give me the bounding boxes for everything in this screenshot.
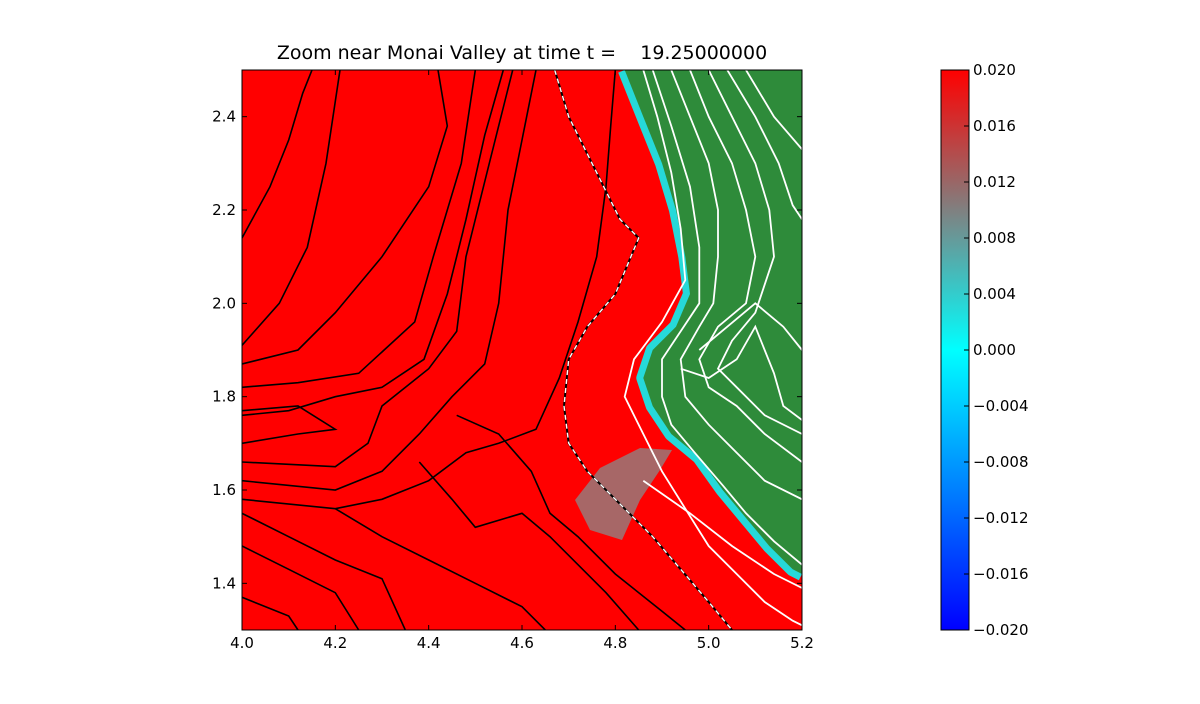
x-tick-label: 4.2 — [323, 634, 347, 652]
y-tick-label: 2.2 — [212, 201, 236, 219]
land-region — [624, 70, 802, 630]
x-tick-label: 5.2 — [790, 634, 814, 652]
white-contour-2 — [670, 70, 802, 501]
black-contour-0 — [242, 70, 313, 239]
colorbar-tick-label: 0.008 — [973, 229, 1016, 247]
white-contour-7 — [680, 324, 802, 421]
y-axis: 1.4 1.6 1.8 2.0 2.2 2.4 — [212, 108, 802, 592]
white-contour-4 — [707, 70, 802, 435]
colorbar-tick-label: −0.004 — [973, 397, 1029, 415]
black-contour-1 — [242, 70, 341, 346]
black-contour-12 — [334, 508, 546, 630]
white-contours — [623, 70, 802, 627]
colorbar-tick-label: 0.016 — [973, 117, 1016, 135]
colorbar-tick-label: 0.000 — [973, 341, 1016, 359]
chart-title: Zoom near Monai Valley at time t = 19.25… — [277, 42, 767, 64]
x-tick-label: 4.8 — [603, 634, 627, 652]
black-contour-14 — [456, 414, 686, 630]
black-contour-11 — [242, 596, 299, 630]
black-contour-6 — [242, 70, 514, 468]
white-contour-6 — [745, 70, 802, 150]
black-contour-13 — [418, 461, 640, 630]
black-contour-7 — [242, 70, 537, 491]
white-contour-5 — [726, 70, 802, 220]
colorbar-tick-label: −0.008 — [973, 453, 1029, 471]
y-tick-label: 1.6 — [212, 481, 236, 499]
y-tick-label: 2.4 — [212, 108, 236, 126]
colorbar-tick-label: −0.012 — [973, 509, 1029, 527]
x-tick-label: 4.6 — [510, 634, 534, 652]
plot-area: 4.0 4.2 4.4 4.6 4.8 5.0 5.2 1.4 1.6 1.8 2.0 2.2 2.4 — [212, 69, 814, 652]
y-tick-label: 1.4 — [212, 574, 236, 592]
black-contour-2 — [242, 70, 449, 365]
x-tick-label: 5.0 — [697, 634, 721, 652]
colorbar-ticks: 0.020 0.016 0.012 0.008 0.004 0.000 −0.004 −0.0… — [964, 61, 1029, 639]
colorbar-tick-label: 0.004 — [973, 285, 1016, 303]
black-contour-5 — [242, 405, 338, 445]
white-contour-9 — [642, 479, 802, 589]
black-contour-8 — [242, 70, 617, 510]
x-tick-label: 4.4 — [417, 634, 441, 652]
white-contour-0 — [623, 70, 802, 627]
y-tick-label: 2.0 — [212, 294, 236, 312]
black-contour-9 — [242, 512, 407, 630]
y-tick-label: 1.8 — [212, 388, 236, 406]
colorbar-tick-label: 0.020 — [973, 61, 1016, 79]
white-contour-3 — [689, 70, 802, 463]
x-tick-label: 4.0 — [230, 634, 254, 652]
white-contour-1 — [651, 70, 802, 566]
gray-runup-patch — [575, 448, 672, 540]
black-contour-3 — [242, 70, 477, 389]
colorbar-tick-label: −0.016 — [973, 565, 1029, 583]
x-axis: 4.0 4.2 4.4 4.6 4.8 5.0 5.2 — [230, 70, 814, 652]
colorbar-tick-label: 0.012 — [973, 173, 1016, 191]
dashed-contour — [553, 70, 733, 630]
white-contour-8 — [698, 302, 802, 351]
black-contour-4 — [242, 70, 505, 417]
colorbar: 0.020 0.016 0.012 0.008 0.004 0.000 −0.004 −0.0… — [940, 61, 1029, 639]
colorbar-tick-label: −0.020 — [973, 621, 1029, 639]
black-contour-10 — [242, 545, 360, 630]
black-contours — [242, 70, 686, 630]
dashed-contour-dash — [554, 70, 733, 630]
